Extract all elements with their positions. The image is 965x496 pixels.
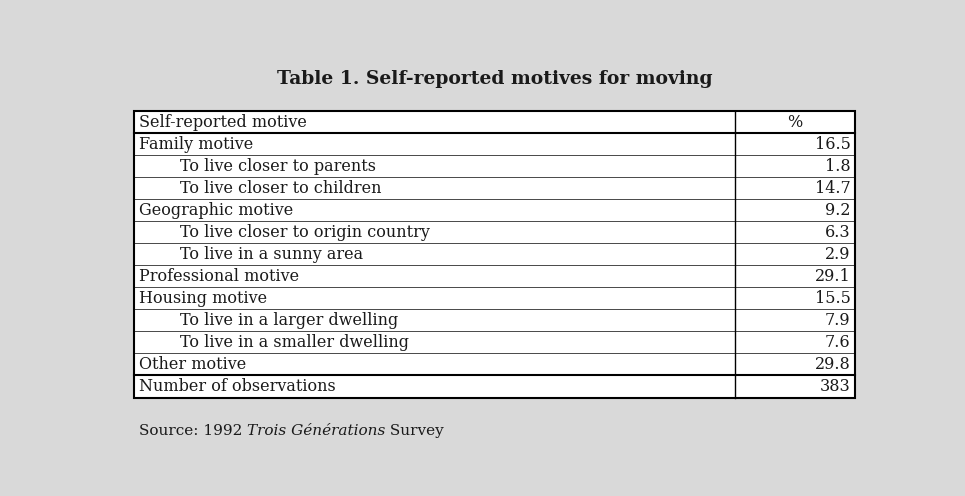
Text: To live closer to children: To live closer to children — [139, 180, 381, 197]
Text: 29.1: 29.1 — [814, 268, 850, 285]
Text: Table 1. Self-reported motives for moving: Table 1. Self-reported motives for movin… — [277, 70, 712, 88]
Text: 9.2: 9.2 — [825, 202, 850, 219]
Text: Survey: Survey — [385, 424, 444, 438]
Text: 6.3: 6.3 — [825, 224, 850, 241]
Text: To live in a sunny area: To live in a sunny area — [139, 246, 363, 263]
Text: Source: 1992: Source: 1992 — [139, 424, 247, 438]
Text: Geographic motive: Geographic motive — [139, 202, 292, 219]
Text: 29.8: 29.8 — [814, 356, 850, 373]
Text: 14.7: 14.7 — [814, 180, 850, 197]
Text: Housing motive: Housing motive — [139, 290, 266, 307]
Text: To live in a larger dwelling: To live in a larger dwelling — [139, 312, 398, 329]
Text: 7.9: 7.9 — [825, 312, 850, 329]
Text: 7.6: 7.6 — [825, 334, 850, 351]
Text: To live closer to origin country: To live closer to origin country — [139, 224, 429, 241]
Text: 2.9: 2.9 — [825, 246, 850, 263]
Text: Professional motive: Professional motive — [139, 268, 299, 285]
Text: To live in a smaller dwelling: To live in a smaller dwelling — [139, 334, 408, 351]
Text: To live closer to parents: To live closer to parents — [139, 158, 375, 175]
Text: Family motive: Family motive — [139, 135, 253, 153]
Text: %: % — [787, 114, 803, 130]
Text: 16.5: 16.5 — [814, 135, 850, 153]
Text: Number of observations: Number of observations — [139, 378, 335, 395]
Text: 15.5: 15.5 — [814, 290, 850, 307]
Text: 1.8: 1.8 — [825, 158, 850, 175]
Text: 383: 383 — [820, 378, 850, 395]
Text: Self-reported motive: Self-reported motive — [139, 114, 307, 130]
Text: Other motive: Other motive — [139, 356, 246, 373]
Text: Trois Générations: Trois Générations — [247, 424, 385, 438]
